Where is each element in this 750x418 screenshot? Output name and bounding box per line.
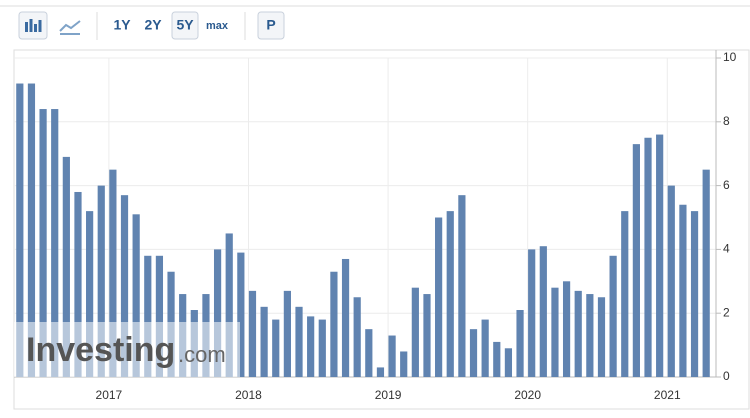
bar xyxy=(120,195,129,377)
bar xyxy=(27,83,36,378)
bar xyxy=(400,351,408,377)
bar xyxy=(551,287,559,377)
bar xyxy=(353,297,361,377)
range-button[interactable]: 2Y xyxy=(144,17,162,33)
bar xyxy=(283,290,291,377)
bar xyxy=(516,310,524,377)
range-button[interactable]: max xyxy=(206,20,229,32)
bar xyxy=(388,335,396,377)
x-tick-label: 2021 xyxy=(654,388,681,402)
bar xyxy=(539,246,547,377)
bar xyxy=(260,306,268,377)
bar xyxy=(237,252,245,377)
bar xyxy=(62,156,70,377)
bar xyxy=(411,287,419,377)
bar xyxy=(528,249,536,377)
bar xyxy=(586,294,594,377)
bar xyxy=(330,271,338,377)
bar xyxy=(597,297,606,377)
watermark-name: Investing xyxy=(26,331,175,369)
y-tick-label: 4 xyxy=(723,242,730,256)
bar xyxy=(86,211,94,377)
bar xyxy=(621,211,629,377)
bar xyxy=(248,290,257,377)
bar xyxy=(423,294,431,377)
chart-frame xyxy=(13,49,750,410)
watermark-domain: .com xyxy=(178,342,226,367)
bar xyxy=(307,316,315,377)
x-tick-label: 2020 xyxy=(514,388,541,402)
bar xyxy=(690,211,699,377)
toolbar: 1Y 2Y 5Y max P xyxy=(18,11,285,40)
bar xyxy=(295,306,303,377)
bar xyxy=(702,169,710,377)
bar xyxy=(609,255,617,377)
range-label: 5Y xyxy=(176,17,194,33)
bar xyxy=(376,367,385,377)
bar xyxy=(656,134,664,377)
bar xyxy=(74,191,82,377)
bar xyxy=(341,258,350,377)
bar xyxy=(562,281,571,377)
bar xyxy=(272,319,280,377)
bar xyxy=(225,233,233,377)
bar xyxy=(679,204,687,377)
y-tick-label: 0 xyxy=(723,369,730,383)
y-tick-label: 10 xyxy=(723,50,737,64)
bar xyxy=(365,329,373,377)
bar xyxy=(51,109,59,377)
range-button-selected xyxy=(171,11,199,40)
bar xyxy=(446,211,454,377)
bar xyxy=(144,255,152,377)
bar-chart-button[interactable] xyxy=(18,11,48,40)
x-tick-label: 2018 xyxy=(235,388,262,402)
range-label: 1Y xyxy=(113,17,131,33)
watermark-box xyxy=(14,322,240,377)
bar xyxy=(213,249,222,377)
y-tick-label: 2 xyxy=(723,305,730,319)
bar xyxy=(493,341,501,377)
line-chart-button[interactable] xyxy=(59,20,81,35)
bar xyxy=(318,319,326,377)
bar xyxy=(16,83,24,378)
bar xyxy=(435,217,443,377)
y-tick-label: 6 xyxy=(723,178,730,192)
bar xyxy=(574,290,582,377)
bar xyxy=(97,185,105,377)
watermark: Investing .com xyxy=(14,322,240,377)
bar xyxy=(109,169,117,377)
y-tick-label: 8 xyxy=(723,114,730,128)
bar xyxy=(469,329,478,377)
bar xyxy=(458,195,466,377)
bar xyxy=(39,109,47,377)
range-label: max xyxy=(206,20,229,32)
bar xyxy=(481,319,489,377)
range-button[interactable]: 1Y xyxy=(113,17,131,33)
bar xyxy=(504,348,513,377)
bar xyxy=(632,144,640,377)
bar xyxy=(155,255,164,377)
range-button[interactable]: 5Y xyxy=(171,11,199,40)
print-label: P xyxy=(266,17,275,33)
print-button[interactable]: P xyxy=(257,11,285,40)
range-label: 2Y xyxy=(144,17,162,33)
x-tick-label: 2019 xyxy=(375,388,402,402)
x-tick-label: 2017 xyxy=(96,388,123,402)
bar xyxy=(132,214,140,377)
bar xyxy=(644,137,652,377)
bar xyxy=(667,185,675,377)
